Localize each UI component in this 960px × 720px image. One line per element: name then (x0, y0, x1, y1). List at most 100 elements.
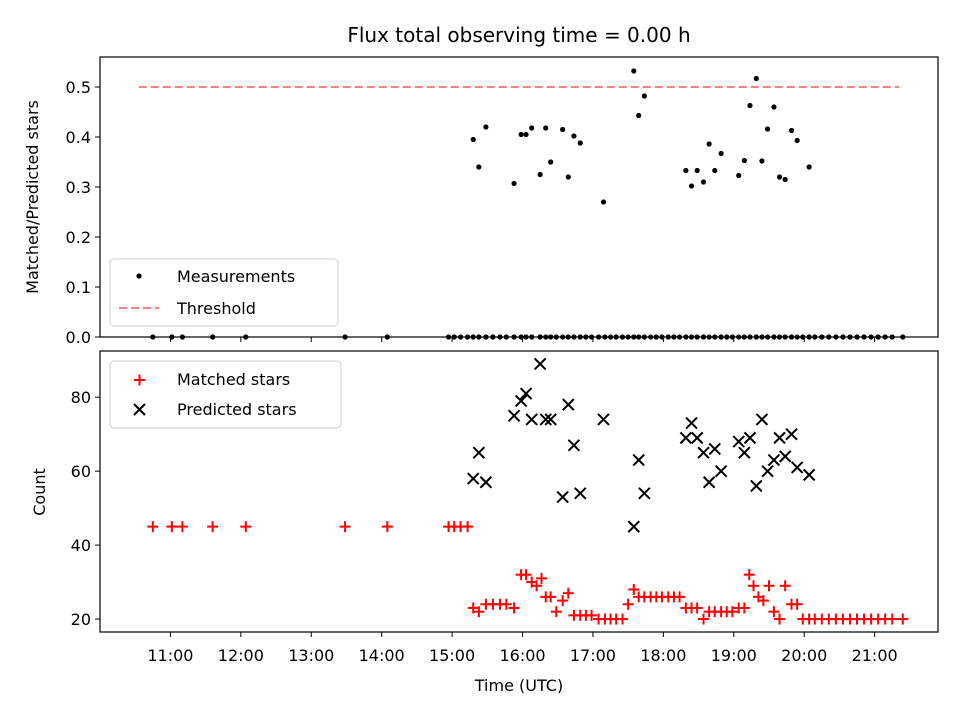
matched-star-point (536, 572, 548, 584)
bottom-ylabel: Count (30, 468, 49, 516)
measurement-point (747, 102, 753, 109)
matched-star-point (691, 602, 703, 614)
measurement-point (700, 179, 707, 185)
legend-predicted-label: Predicted stars (177, 400, 297, 419)
predicted-star-point (627, 520, 640, 533)
measurement-point (571, 133, 577, 139)
measurement-point (548, 159, 554, 165)
matched-star-point (176, 521, 188, 533)
matched-star-point (586, 609, 598, 621)
bottom-xtick-label: 17:00 (570, 646, 616, 665)
measurement-point (636, 112, 642, 119)
predicted-star-point (632, 453, 645, 467)
matched-star-point (674, 591, 686, 603)
predicted-star-point (761, 464, 774, 478)
measurement-point (476, 164, 482, 170)
predicted-star-point (773, 431, 786, 445)
measurement-point (565, 174, 571, 180)
measurement-point (543, 125, 549, 131)
legend-measurements-marker (136, 273, 142, 279)
predicted-star-point (556, 490, 569, 504)
predicted-star-point (567, 439, 581, 452)
measurement-point (706, 141, 712, 147)
measurement-point (600, 199, 607, 205)
legend-matched-label: Matched stars (177, 370, 290, 389)
measurement-point (518, 131, 524, 138)
matched-star-point (747, 580, 759, 592)
measurement-point (683, 167, 689, 174)
bottom-xtick-label: 16:00 (499, 646, 545, 665)
measurement-point (470, 136, 476, 143)
predicted-star-point (802, 468, 816, 482)
bottom-xtick-label: 14:00 (359, 646, 405, 665)
predicted-star-point (714, 464, 728, 478)
measurement-point (759, 158, 765, 164)
measurement-point (523, 131, 529, 138)
measurement-point (631, 68, 637, 74)
predicted-star-point (738, 446, 751, 459)
measurement-point (788, 127, 795, 134)
measurement-point (741, 157, 747, 164)
predicted-star-point (472, 446, 486, 459)
predicted-star-point (525, 413, 538, 426)
measurement-point (694, 167, 700, 174)
measurement-point (529, 125, 535, 131)
measurement-point (577, 140, 583, 146)
matched-star-point (381, 521, 393, 533)
matched-star-point (467, 602, 479, 614)
matched-star-point (779, 580, 791, 592)
measurement-point (776, 174, 783, 180)
matched-star-point (500, 598, 512, 610)
top-ytick-label: 0.3 (66, 178, 91, 197)
top-axes-frame (99, 56, 939, 338)
matched-star-point (166, 521, 178, 533)
measurement-point (806, 164, 812, 170)
predicted-star-point (507, 409, 521, 422)
matched-star-point (473, 606, 485, 618)
predicted-star-point (785, 427, 798, 441)
top-ytick-label: 0.0 (66, 328, 91, 347)
matched-star-point (520, 569, 532, 581)
predicted-star-point (544, 413, 557, 426)
predicted-star-point (767, 453, 781, 467)
top-legend-frame (109, 258, 339, 327)
measurement-point (641, 93, 647, 99)
matched-star-point (628, 583, 640, 595)
predicted-star-point (638, 487, 651, 500)
bottom-legend-frame (109, 360, 342, 429)
predicted-star-point (697, 446, 710, 459)
bottom-xtick-label: 21:00 (852, 646, 898, 665)
measurement-point (712, 167, 718, 174)
legend-matched-marker (134, 374, 145, 386)
matched-star-point (508, 602, 520, 614)
measurement-point (771, 104, 777, 110)
matched-star-point (763, 580, 775, 592)
legend-measurements-label: Measurements (177, 267, 295, 286)
predicted-star-point (685, 416, 698, 430)
top-y-ticks: 0.0 0.1 0.2 0.3 0.4 0.5 (66, 78, 100, 347)
measurement-point (560, 126, 566, 133)
top-ytick-label: 0.4 (66, 128, 91, 147)
matched-star-point (698, 613, 710, 625)
predicted-star-point (467, 472, 480, 485)
matched-star-point (897, 613, 909, 625)
bottom-xtick-label: 20:00 (781, 646, 827, 665)
predicted-star-point (750, 479, 763, 493)
matched-star-point (791, 598, 803, 610)
measurement-point (736, 172, 742, 179)
bottom-xlabel: Time (UTC) (474, 676, 563, 695)
matched-star-point (743, 569, 755, 581)
top-ylabel: Matched/Predicted stars (23, 100, 42, 294)
bottom-xtick-label: 15:00 (429, 646, 475, 665)
measurement-point (688, 183, 695, 189)
bottom-ytick-label: 60 (71, 462, 91, 481)
top-ytick-label: 0.2 (66, 228, 91, 247)
measurement-point (782, 176, 788, 183)
matched-star-point (562, 587, 574, 599)
bottom-xtick-label: 19:00 (711, 646, 757, 665)
matched-star-point (622, 598, 634, 610)
legend-predicted-marker (133, 403, 146, 416)
